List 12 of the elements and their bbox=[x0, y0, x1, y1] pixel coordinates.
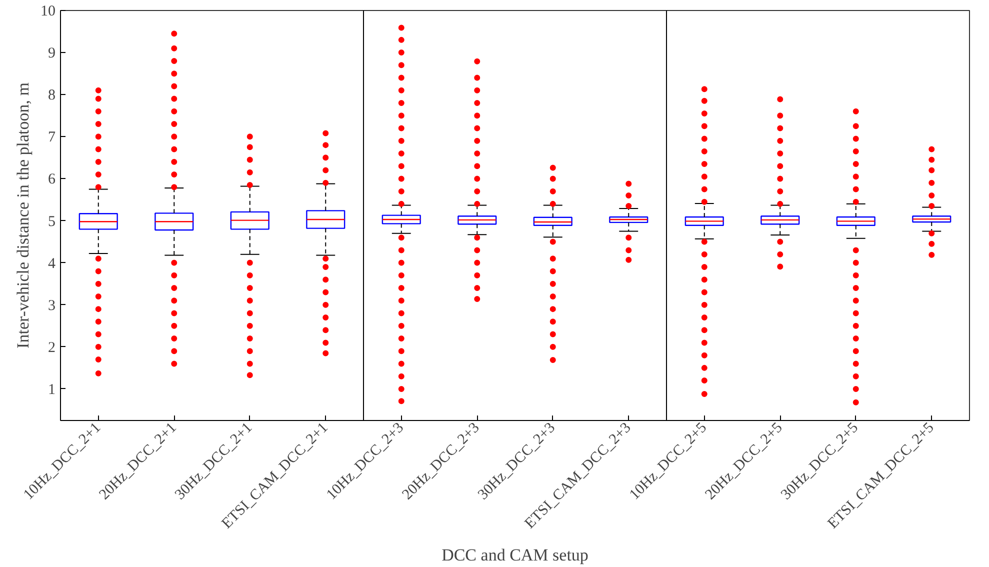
y-tick-label: 1 bbox=[48, 382, 56, 398]
y-tick-label: 8 bbox=[48, 88, 56, 104]
y-tick-label: 6 bbox=[48, 172, 56, 188]
y-tick-label: 10 bbox=[40, 4, 56, 20]
y-tick-label: 3 bbox=[48, 298, 56, 314]
y-tick-label: 2 bbox=[48, 340, 56, 356]
y-tick-label: 5 bbox=[48, 214, 56, 230]
y-tick-label: 7 bbox=[48, 130, 56, 146]
y-tick-label: 4 bbox=[48, 256, 56, 272]
y-tick-label: 9 bbox=[48, 46, 56, 62]
x-axis-title: DCC and CAM setup bbox=[442, 546, 588, 565]
y-axis-title: Inter-vehicle distance in the platoon, m bbox=[14, 82, 32, 348]
